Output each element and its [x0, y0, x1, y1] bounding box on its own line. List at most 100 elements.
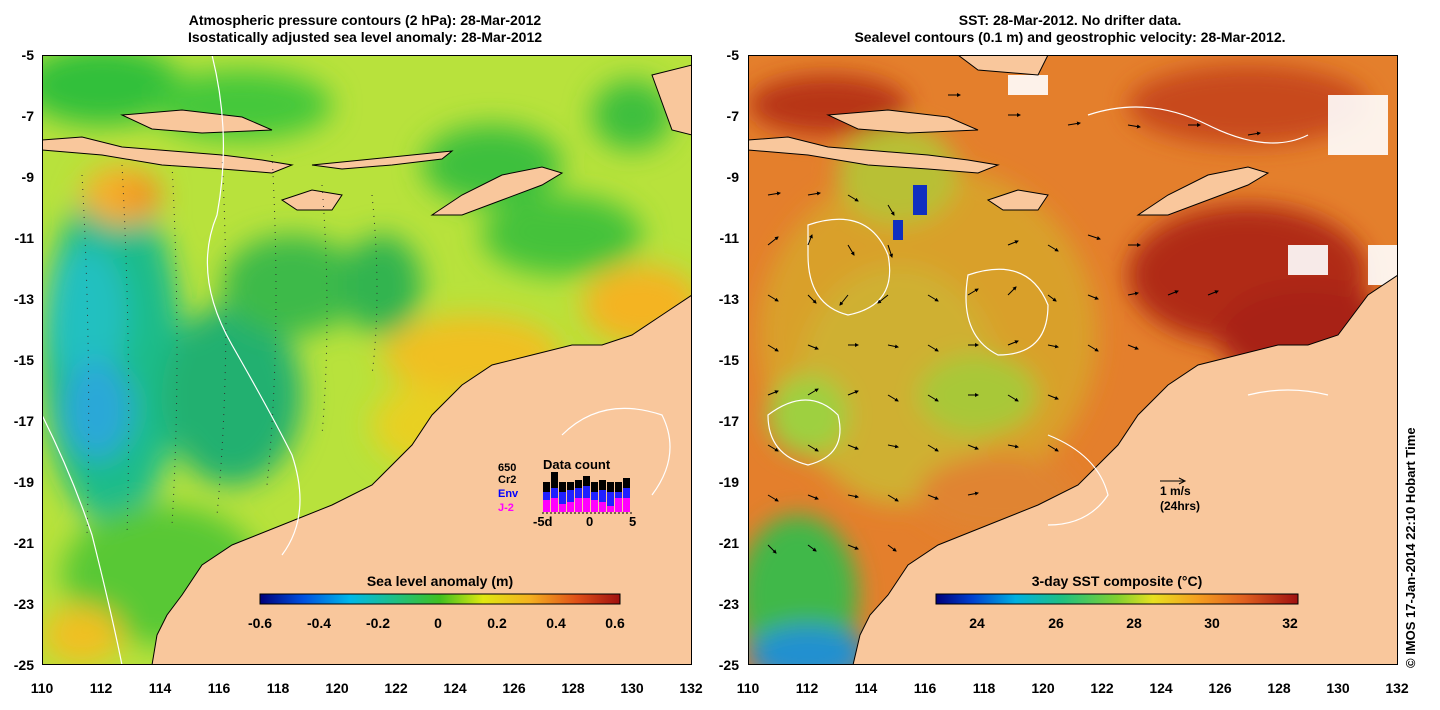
right-xtick: 114: [854, 680, 878, 696]
sst-field: [748, 65, 1398, 665]
sst-colorbar-tick: 26: [1048, 615, 1064, 631]
right-ytick: -25: [718, 657, 739, 673]
left-ytick: -9: [21, 169, 34, 185]
cloud-masked-pixels: [893, 185, 927, 240]
sla-colorbar-tick: -0.6: [247, 615, 273, 631]
right-xtick: 132: [1385, 680, 1409, 696]
right-ytick: -17: [718, 413, 739, 429]
sst-colorbar: [935, 593, 1299, 605]
sumba-island: [986, 189, 1049, 211]
sla-colorbar-tick: 0: [434, 615, 442, 631]
right-xtick: 126: [1208, 680, 1232, 696]
flores-island: [311, 150, 454, 170]
right-ytick: -9: [726, 169, 739, 185]
right-xtick: 128: [1267, 680, 1291, 696]
sulawesi-island: [120, 109, 273, 134]
sea-level-contours: [42, 55, 671, 665]
right-ytick: -13: [718, 291, 739, 307]
data-count-xtick: 5: [629, 514, 637, 529]
sumba-island: [280, 189, 343, 211]
sulawesi-island: [826, 109, 979, 134]
right-ytick: -23: [718, 596, 739, 612]
right-title-line1: SST: 28-Mar-2012. No drifter data.: [958, 12, 1182, 28]
sst-colorbar-tick: 24: [969, 615, 985, 631]
right-xtick: 124: [1149, 680, 1173, 696]
left-xtick: 124: [443, 680, 467, 696]
sst-colorbar-title: 3-day SST composite (°C): [1031, 573, 1203, 589]
sla-frame: [42, 55, 692, 665]
left-title-line1: Atmospheric pressure contours (2 hPa): 2…: [188, 12, 542, 28]
right-xtick: 130: [1326, 680, 1350, 696]
right-ytick: -19: [718, 474, 739, 490]
timor-island: [1136, 166, 1270, 216]
mission-label: Cr2: [498, 474, 517, 486]
left-xtick: 114: [148, 680, 172, 696]
mission-label: Env: [498, 488, 519, 500]
left-ytick: -23: [13, 596, 34, 612]
velocity-scale-label: 1 m/s: [1160, 484, 1191, 498]
sla-colorbar-tick: -0.2: [365, 615, 391, 631]
sla-colorbar-tick: 0.6: [605, 615, 625, 631]
left-ytick: -17: [13, 413, 34, 429]
sla-colorbar-tick: -0.4: [306, 615, 332, 631]
left-xtick: 122: [384, 680, 408, 696]
left-ytick: -13: [13, 291, 34, 307]
data-count-bars: [542, 472, 633, 514]
left-xtick: 118: [266, 680, 290, 696]
sla-colorbar-tick: 0.4: [546, 615, 566, 631]
velocity-scale-arrow: [1160, 477, 1187, 485]
right-xtick: 120: [1031, 680, 1055, 696]
sst-sea-level-contours: [767, 106, 1329, 526]
right-xtick: 118: [972, 680, 996, 696]
java-island: [748, 136, 1000, 174]
data-count-xtick: 0: [586, 514, 594, 529]
imos-credit: © IMOS 17-Jan-2014 22:10 Hobart Time: [1403, 427, 1418, 668]
cloud-gaps: [1008, 75, 1398, 285]
java-island: [42, 136, 294, 174]
velocity-scale-sublabel: (24hrs): [1160, 499, 1201, 513]
sst-frame: [748, 55, 1398, 665]
left-ytick: -25: [13, 657, 34, 673]
right-ytick: -15: [718, 352, 739, 368]
australia-landmass: [151, 294, 692, 665]
sla-colorbar: [259, 593, 621, 605]
right-ytick: -11: [719, 230, 739, 246]
australia-landmass: [852, 274, 1398, 665]
right-ytick: -21: [718, 535, 739, 551]
pressure-contours: [81, 154, 378, 536]
left-xtick: 128: [561, 680, 585, 696]
left-ytick: -19: [13, 474, 34, 490]
left-ytick: -11: [14, 230, 34, 246]
left-ytick: -7: [21, 108, 34, 124]
right-ytick: -7: [726, 108, 739, 124]
left-xtick: 120: [325, 680, 349, 696]
right-xtick: 112: [795, 680, 819, 696]
geostrophic-velocity-vectors: [767, 93, 1261, 554]
left-ytick: -21: [13, 535, 34, 551]
sla-colorbar-title: Sea level anomaly (m): [366, 573, 514, 589]
sst-colorbar-tick: 30: [1204, 615, 1220, 631]
sst-map[interactable]: [748, 55, 1398, 665]
right-xtick: 110: [736, 680, 760, 696]
timor-island: [430, 166, 564, 216]
sst-colorbar-tick: 32: [1282, 615, 1298, 631]
left-xtick: 132: [679, 680, 703, 696]
left-xtick: 110: [30, 680, 54, 696]
borneo-coast: [957, 55, 1049, 76]
left-xtick: 126: [502, 680, 526, 696]
left-xtick: 112: [89, 680, 113, 696]
left-ytick: -15: [13, 352, 34, 368]
data-count-title: Data count: [543, 457, 611, 472]
sla-colorbar-tick: 0.2: [487, 615, 507, 631]
right-xtick: 122: [1090, 680, 1114, 696]
sla-map[interactable]: [42, 55, 692, 665]
right-ytick: -5: [726, 47, 739, 63]
left-ytick: -5: [21, 47, 34, 63]
data-count-xtick: -5d: [533, 514, 553, 529]
right-title-line2: Sealevel contours (0.1 m) and geostrophi…: [854, 29, 1286, 45]
right-xtick: 116: [913, 680, 937, 696]
left-title-line2: Isostatically adjusted sea level anomaly…: [187, 29, 543, 45]
mission-label: 650: [498, 462, 517, 474]
new-guinea-coast: [651, 64, 692, 136]
mission-label: J-2: [498, 502, 514, 514]
